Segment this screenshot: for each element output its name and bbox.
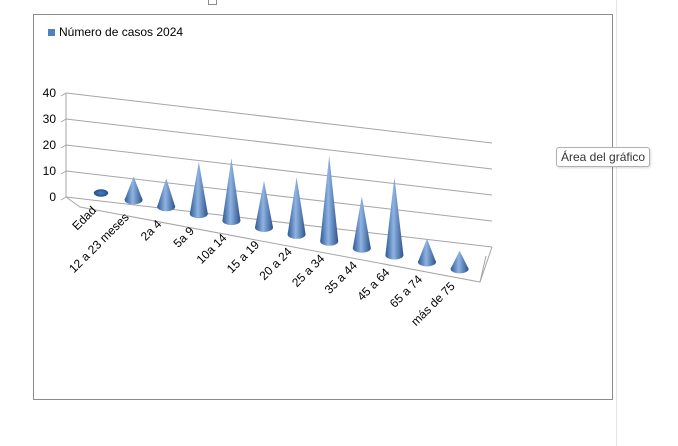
chart-area-tooltip: Área del gráfico (556, 147, 651, 167)
gridline-edge (60, 196, 67, 201)
cone-body (450, 250, 469, 269)
window-divider (616, 0, 617, 446)
x-tick-label: 35 a 44 (322, 258, 360, 296)
cone (189, 161, 208, 219)
x-tick-label: 15 a 19 (224, 237, 262, 275)
gridline (65, 170, 493, 222)
resize-handle[interactable] (208, 0, 217, 5)
cone-body (287, 177, 306, 235)
cone-body (255, 180, 273, 228)
x-tick-label: 2a 4 (138, 217, 165, 244)
cone (352, 196, 371, 253)
gridline (65, 92, 493, 144)
y-tick-label: 40 (43, 86, 57, 100)
y-tick-label: 20 (43, 138, 57, 152)
cone-base (418, 257, 436, 267)
cone-base (320, 236, 339, 246)
x-tick-label: 25 a 34 (289, 251, 327, 289)
cone (287, 177, 306, 239)
cone-base (385, 250, 404, 260)
cone-base (450, 264, 469, 274)
gridline-edge (60, 118, 67, 123)
cone-base (124, 195, 143, 205)
y-axis-ticks: 0 10 20 30 40 (43, 86, 57, 204)
cone (124, 176, 143, 205)
cones (93, 155, 469, 274)
cone (320, 155, 339, 246)
x-tick-label: 65 a 74 (387, 272, 425, 310)
cone-body (124, 176, 143, 200)
cone-base (189, 209, 208, 219)
legend-label: Número de casos 2024 (59, 25, 184, 39)
cone (418, 238, 436, 267)
cone-base (222, 216, 241, 226)
x-tick-label: 5a 9 (171, 224, 198, 251)
cone-body (320, 155, 339, 242)
cone-base (352, 243, 371, 253)
gridlines (60, 92, 493, 283)
floor-outline (65, 196, 493, 283)
cone-body (189, 161, 208, 214)
cone-base (255, 223, 273, 232)
cone-body (418, 238, 436, 262)
x-tick-label: Edad (69, 203, 99, 233)
cone-base (287, 229, 306, 239)
gridline (65, 118, 493, 170)
legend-swatch (48, 28, 55, 36)
gridline (65, 196, 493, 248)
cone-body (352, 196, 371, 249)
cone-body (157, 178, 176, 207)
cone (450, 250, 469, 274)
cone (157, 178, 176, 212)
cone (385, 177, 404, 260)
cone (222, 158, 241, 226)
gridline-edge (60, 170, 67, 175)
cone-base (157, 202, 176, 212)
x-tick-label: 10a 14 (194, 231, 230, 267)
cone (255, 180, 273, 232)
chart-legend[interactable]: Número de casos 2024 (48, 25, 183, 39)
cone-body (385, 177, 404, 256)
cone-body (222, 158, 241, 221)
cone (93, 189, 109, 197)
chart-area[interactable] (33, 14, 613, 400)
gridline-edge (60, 92, 67, 97)
gridline-edge (60, 144, 67, 149)
x-tick-label: 20 a 24 (257, 244, 295, 282)
cone-base (93, 189, 109, 197)
gridline (65, 144, 493, 196)
x-tick-label: 45 a 64 (354, 265, 392, 303)
floor-right-edge (479, 255, 487, 283)
y-tick-label: 30 (43, 112, 57, 126)
y-tick-label: 10 (43, 164, 57, 178)
y-tick-label: 0 (49, 190, 56, 204)
